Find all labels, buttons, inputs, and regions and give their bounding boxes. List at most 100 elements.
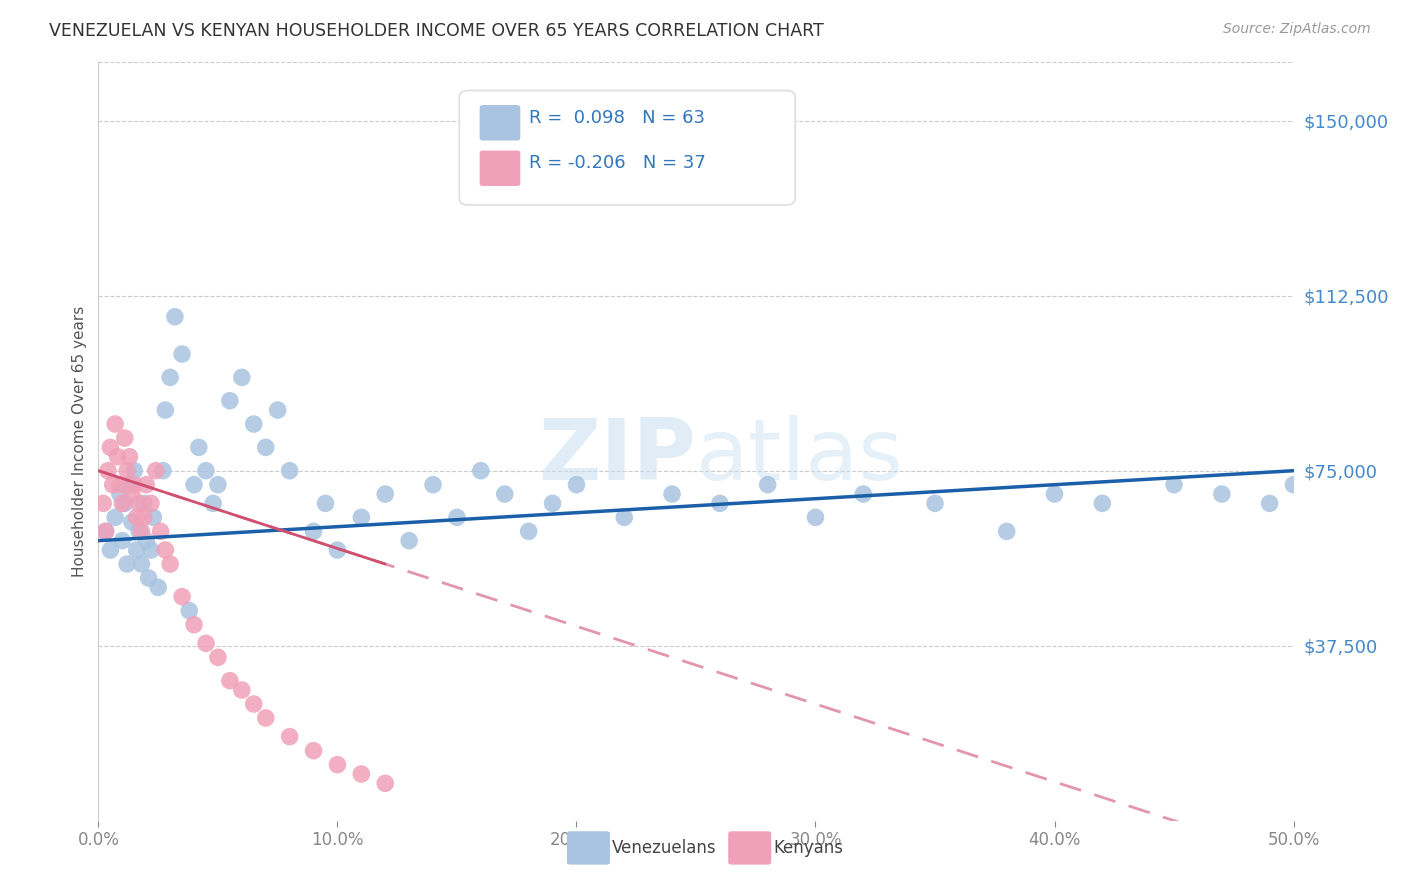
- Point: [267, 403, 290, 417]
- Point: [219, 673, 242, 688]
- Point: [139, 496, 162, 510]
- FancyBboxPatch shape: [460, 90, 796, 205]
- Point: [138, 571, 160, 585]
- Point: [121, 515, 143, 529]
- Point: [852, 487, 875, 501]
- Point: [124, 464, 146, 478]
- Point: [398, 533, 420, 548]
- FancyBboxPatch shape: [567, 831, 610, 864]
- Point: [114, 431, 136, 445]
- Point: [1043, 487, 1066, 501]
- Point: [278, 730, 301, 744]
- Text: atlas: atlas: [696, 415, 904, 499]
- Point: [183, 477, 205, 491]
- Point: [804, 510, 827, 524]
- Point: [494, 487, 516, 501]
- Point: [128, 524, 150, 539]
- Point: [124, 477, 146, 491]
- Point: [254, 441, 277, 455]
- Point: [374, 776, 396, 790]
- Point: [1282, 477, 1305, 491]
- Point: [207, 650, 229, 665]
- Point: [125, 543, 148, 558]
- Point: [243, 417, 266, 431]
- Point: [422, 477, 444, 491]
- Point: [1091, 496, 1114, 510]
- Point: [111, 533, 134, 548]
- Point: [350, 510, 373, 524]
- Point: [98, 543, 122, 558]
- Text: R = -0.206   N = 37: R = -0.206 N = 37: [529, 154, 706, 172]
- Point: [108, 477, 131, 491]
- FancyBboxPatch shape: [479, 151, 520, 186]
- Text: Kenyans: Kenyans: [773, 839, 844, 857]
- Point: [924, 496, 946, 510]
- Point: [118, 450, 141, 464]
- Point: [91, 496, 114, 510]
- Point: [254, 711, 277, 725]
- Point: [139, 543, 162, 558]
- Point: [101, 477, 124, 491]
- Point: [98, 441, 122, 455]
- Point: [231, 370, 253, 384]
- Point: [135, 533, 157, 548]
- Point: [187, 441, 209, 455]
- Point: [1211, 487, 1233, 501]
- Point: [278, 464, 301, 478]
- Point: [326, 757, 349, 772]
- Point: [315, 496, 337, 510]
- Point: [108, 487, 131, 501]
- Point: [132, 510, 155, 524]
- Text: Source: ZipAtlas.com: Source: ZipAtlas.com: [1223, 22, 1371, 37]
- Point: [1258, 496, 1281, 510]
- Point: [350, 767, 373, 781]
- Point: [207, 477, 229, 491]
- Point: [145, 464, 167, 478]
- Point: [121, 487, 143, 501]
- Point: [94, 524, 117, 539]
- Point: [446, 510, 468, 524]
- Point: [132, 496, 155, 510]
- Point: [565, 477, 588, 491]
- Point: [374, 487, 396, 501]
- Point: [243, 697, 266, 711]
- Point: [104, 510, 127, 524]
- Point: [179, 604, 201, 618]
- Point: [613, 510, 636, 524]
- Point: [135, 477, 157, 491]
- Point: [115, 464, 138, 478]
- Point: [107, 450, 129, 464]
- Point: [195, 464, 218, 478]
- Point: [159, 370, 181, 384]
- Point: [155, 543, 177, 558]
- Point: [219, 393, 242, 408]
- Point: [163, 310, 186, 324]
- Point: [131, 524, 153, 539]
- Point: [231, 683, 253, 698]
- Point: [111, 496, 134, 510]
- Point: [326, 543, 349, 558]
- Point: [118, 477, 141, 491]
- Point: [128, 496, 150, 510]
- Point: [195, 636, 218, 650]
- Point: [97, 464, 120, 478]
- Point: [1163, 477, 1185, 491]
- Text: VENEZUELAN VS KENYAN HOUSEHOLDER INCOME OVER 65 YEARS CORRELATION CHART: VENEZUELAN VS KENYAN HOUSEHOLDER INCOME …: [49, 22, 824, 40]
- Text: R =  0.098   N = 63: R = 0.098 N = 63: [529, 109, 704, 127]
- Point: [470, 464, 492, 478]
- Point: [302, 524, 325, 539]
- Point: [148, 580, 170, 594]
- FancyBboxPatch shape: [479, 105, 520, 141]
- Point: [142, 510, 165, 524]
- Text: ZIP: ZIP: [538, 415, 696, 499]
- Point: [709, 496, 731, 510]
- Y-axis label: Householder Income Over 65 years: Householder Income Over 65 years: [72, 306, 87, 577]
- Point: [541, 496, 564, 510]
- Point: [756, 477, 779, 491]
- Point: [149, 524, 172, 539]
- Point: [661, 487, 683, 501]
- Point: [94, 524, 117, 539]
- Point: [104, 417, 127, 431]
- Point: [152, 464, 174, 478]
- Point: [115, 557, 138, 571]
